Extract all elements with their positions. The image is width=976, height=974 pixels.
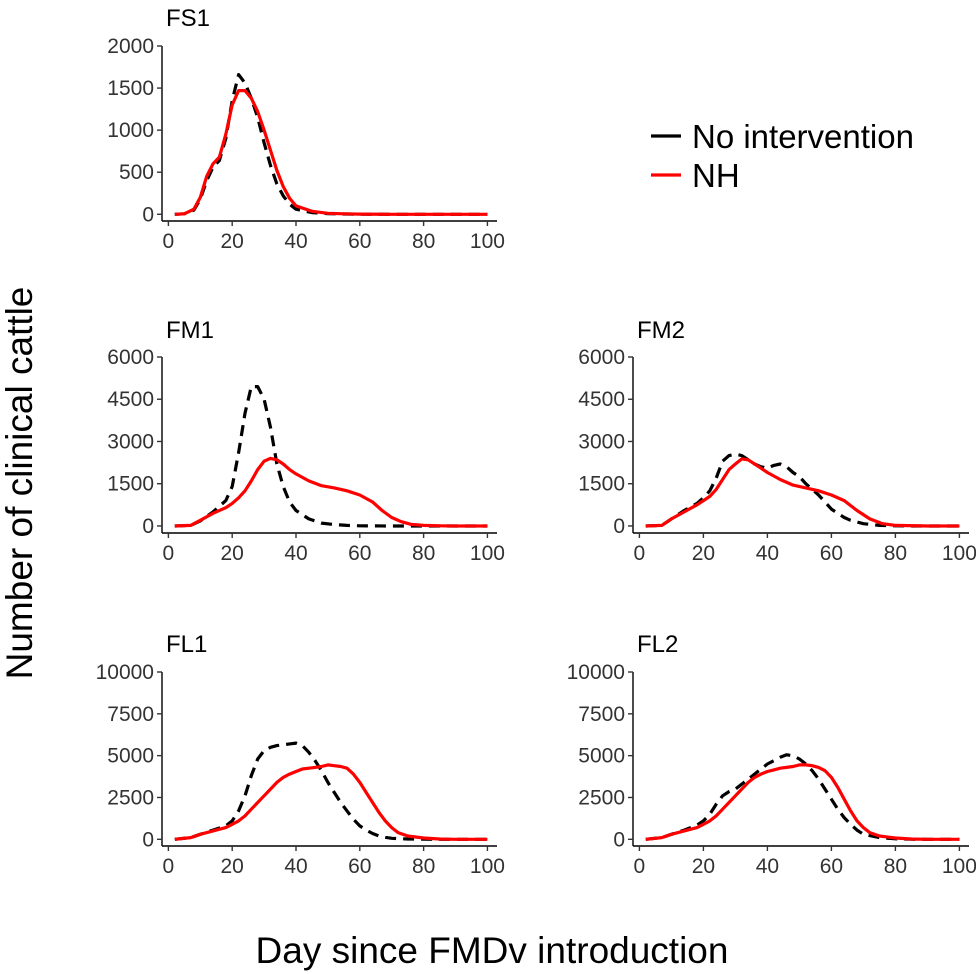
series-line-no-intervention bbox=[174, 385, 488, 528]
y-tick-label: 1000 bbox=[107, 119, 154, 142]
x-tick-label: 0 bbox=[163, 542, 175, 565]
y-tick-label: 6000 bbox=[107, 346, 154, 369]
y-tick-label: 4500 bbox=[107, 388, 154, 411]
y-tick-label: 10000 bbox=[96, 661, 154, 684]
x-tick-label: 100 bbox=[942, 542, 976, 565]
x-tick-label: 20 bbox=[692, 855, 715, 878]
x-tick-label: 40 bbox=[756, 542, 779, 565]
x-tick-label: 0 bbox=[634, 855, 646, 878]
legend-label-nh: NH bbox=[692, 157, 740, 194]
y-tick-label: 0 bbox=[142, 828, 154, 851]
y-tick-label: 10000 bbox=[567, 661, 625, 684]
x-tick-label: 0 bbox=[634, 542, 646, 565]
x-tick-label: 80 bbox=[412, 855, 435, 878]
y-tick-label: 3000 bbox=[578, 430, 625, 453]
x-tick-label: 100 bbox=[470, 855, 505, 878]
y-tick-label: 2000 bbox=[107, 35, 154, 58]
x-tick-label: 80 bbox=[412, 230, 435, 253]
y-tick-label: 0 bbox=[142, 515, 154, 538]
x-axis-title: Day since FMDv introduction bbox=[256, 930, 729, 971]
y-tick-label: 5000 bbox=[107, 745, 154, 768]
x-tick-label: 60 bbox=[348, 542, 371, 565]
x-tick-label: 80 bbox=[884, 855, 907, 878]
y-tick-label: 0 bbox=[142, 203, 154, 226]
series-line-nh bbox=[174, 456, 488, 528]
y-tick-label: 0 bbox=[613, 828, 625, 851]
panel-title: FS1 bbox=[166, 5, 210, 32]
y-tick-label: 500 bbox=[119, 161, 154, 184]
x-tick-label: 40 bbox=[756, 855, 779, 878]
x-tick-label: 60 bbox=[820, 542, 843, 565]
x-tick-label: 20 bbox=[221, 542, 244, 565]
x-tick-label: 0 bbox=[163, 855, 175, 878]
panel-title: FL1 bbox=[166, 631, 207, 658]
panel-fm1: FM1 0 1500 3000 4500 6000 0 20 40 60 80 100 bbox=[107, 317, 505, 565]
x-tick-label: 100 bbox=[470, 542, 505, 565]
y-tick-label: 2500 bbox=[578, 786, 625, 809]
x-tick-label: 20 bbox=[692, 542, 715, 565]
y-tick-label: 1500 bbox=[578, 473, 625, 496]
x-tick-label: 80 bbox=[884, 542, 907, 565]
x-tick-label: 60 bbox=[348, 855, 371, 878]
panel-fs1: FS1 0 500 1000 1500 2000 0 20 40 60 80 100 bbox=[107, 5, 505, 253]
panel-title: FM2 bbox=[637, 317, 685, 344]
x-tick-label: 40 bbox=[284, 542, 307, 565]
series-line-nh bbox=[645, 763, 960, 841]
panel-fm2: FM2 0 1500 3000 4500 6000 0 20 40 60 80 100 bbox=[578, 317, 976, 565]
x-tick-label: 20 bbox=[221, 230, 244, 253]
x-tick-label: 60 bbox=[820, 855, 843, 878]
x-tick-label: 100 bbox=[942, 855, 976, 878]
series-line-nh bbox=[174, 89, 488, 216]
y-tick-label: 5000 bbox=[578, 745, 625, 768]
series-line-no-intervention bbox=[645, 753, 960, 841]
panel-title: FM1 bbox=[166, 317, 214, 344]
series-line-no-intervention bbox=[174, 73, 488, 216]
panel-title: FL2 bbox=[637, 631, 678, 658]
y-axis-title: Number of clinical cattle bbox=[0, 287, 40, 680]
x-tick-label: 40 bbox=[284, 230, 307, 253]
series-line-nh bbox=[645, 457, 960, 528]
y-tick-label: 1500 bbox=[107, 473, 154, 496]
x-tick-label: 0 bbox=[163, 230, 175, 253]
y-tick-label: 6000 bbox=[578, 346, 625, 369]
x-tick-label: 20 bbox=[221, 855, 244, 878]
series-line-nh bbox=[174, 763, 488, 841]
series-line-no-intervention bbox=[174, 741, 488, 841]
y-tick-label: 2500 bbox=[107, 786, 154, 809]
panel-fl2: FL2 0 2500 5000 7500 10000 0 20 40 60 80 100 bbox=[567, 631, 976, 878]
y-tick-label: 3000 bbox=[107, 430, 154, 453]
y-tick-label: 1500 bbox=[107, 77, 154, 100]
x-tick-label: 100 bbox=[470, 230, 505, 253]
x-tick-label: 40 bbox=[284, 855, 307, 878]
x-tick-label: 60 bbox=[348, 230, 371, 253]
y-tick-label: 4500 bbox=[578, 388, 625, 411]
legend: No intervention NH bbox=[651, 118, 914, 194]
x-tick-label: 80 bbox=[412, 542, 435, 565]
y-tick-label: 7500 bbox=[578, 703, 625, 726]
y-tick-label: 7500 bbox=[107, 703, 154, 726]
panel-fl1: FL1 0 2500 5000 7500 10000 0 20 40 60 80 100 bbox=[96, 631, 505, 878]
legend-label-no-intervention: No intervention bbox=[692, 118, 914, 155]
series-line-no-intervention bbox=[645, 452, 960, 528]
y-tick-label: 0 bbox=[613, 515, 625, 538]
